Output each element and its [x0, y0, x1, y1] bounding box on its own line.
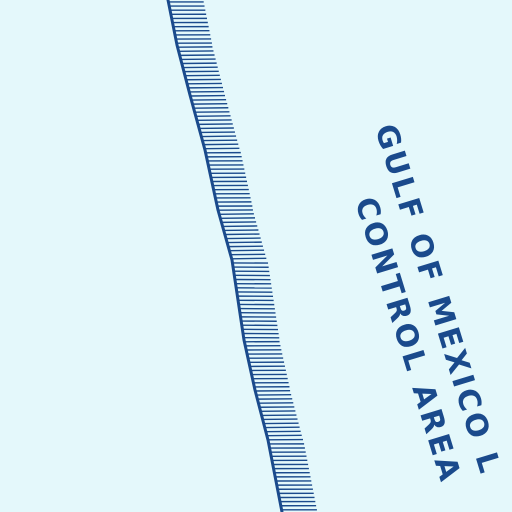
- airspace-boundary: [166, 0, 317, 512]
- boundary-hatch-ticks: [168, 1, 317, 511]
- boundary-line: [166, 0, 284, 512]
